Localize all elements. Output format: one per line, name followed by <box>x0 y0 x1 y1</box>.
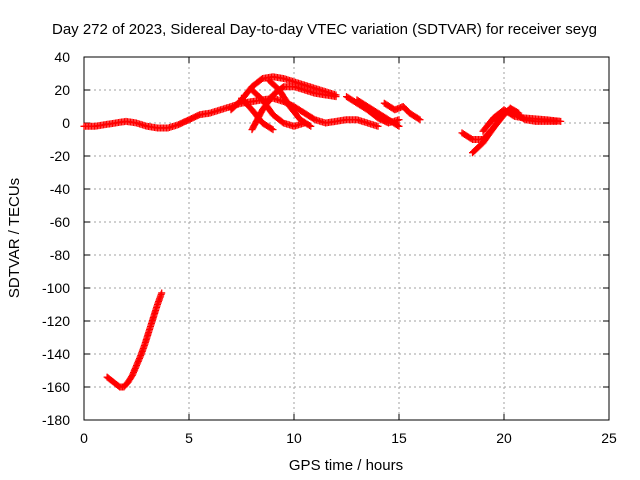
x-tick-label: 0 <box>80 430 88 446</box>
data-point-arc-high-2 <box>332 93 340 101</box>
x-tick-label: 25 <box>601 430 617 446</box>
y-axis-title: SDTVAR / TECUs <box>6 178 23 298</box>
data-point-dip <box>158 289 166 297</box>
data-point-night-arc-3 <box>557 117 565 125</box>
data-point-sparse <box>415 115 423 123</box>
plot-frame <box>83 56 610 421</box>
y-tick-label: -180 <box>42 412 70 428</box>
x-tick-label: 20 <box>496 430 512 446</box>
data-point-arc-late-2 <box>395 122 403 130</box>
y-tick-label: -160 <box>42 379 70 395</box>
x-axis-title: GPS time / hours <box>289 457 403 474</box>
data-point-arc-down-2 <box>307 122 315 130</box>
y-tick-label: -100 <box>42 280 70 296</box>
data-point-arc-down-3 <box>268 125 276 133</box>
data-point-arc-late <box>395 116 403 124</box>
axis-ticks <box>83 56 610 421</box>
data-point-arc-down-3 <box>269 126 277 134</box>
y-tick-label: -60 <box>50 214 70 230</box>
y-tick-label: 20 <box>54 82 70 98</box>
x-tick-label: 15 <box>391 430 407 446</box>
y-tick-label: -80 <box>50 247 70 263</box>
y-tick-label: 40 <box>54 49 70 65</box>
grid <box>84 57 609 420</box>
y-tick-label: -40 <box>50 181 70 197</box>
y-tick-label: 0 <box>62 115 70 131</box>
x-tick-label: 5 <box>185 430 193 446</box>
y-tick-label: -120 <box>42 313 70 329</box>
data-point-arc-late-2 <box>394 121 402 129</box>
data-point-arc-down-2 <box>305 121 313 129</box>
data-point-baseline <box>374 122 382 130</box>
y-tick-label: -140 <box>42 346 70 362</box>
data-point-sparse <box>416 116 424 124</box>
y-tick-label: -20 <box>50 148 70 164</box>
x-tick-label: 10 <box>286 430 302 446</box>
data-points <box>80 73 565 391</box>
chart-title: Day 272 of 2023, Sidereal Day-to-day VTE… <box>52 21 597 38</box>
tick-labels: 0 5 10 15 20 25 -180 -160 -140 -120 -100 -80 -60 -40 -… <box>42 49 617 446</box>
